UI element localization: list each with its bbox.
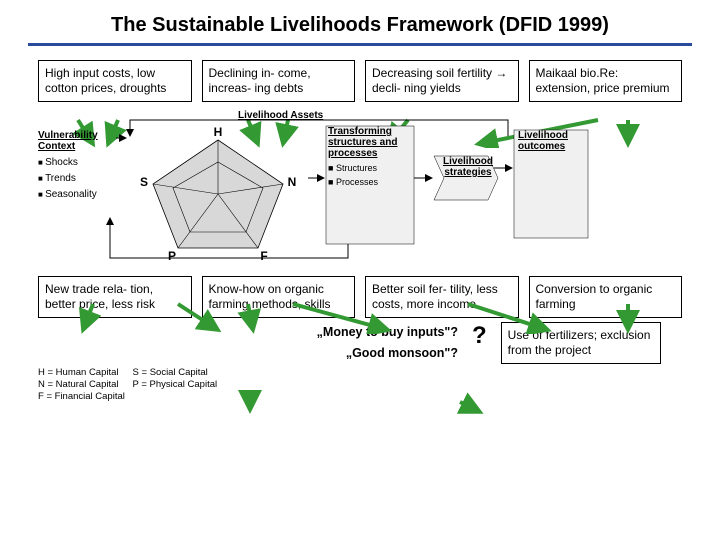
extra-box: Use of fertilizers; exclusion from the p… bbox=[501, 322, 661, 364]
top-box-4: Maikaal bio.Re: extension, price premium bbox=[529, 60, 683, 102]
question-text: „Money to buy inputs"? „Good monsoon"? bbox=[158, 322, 458, 365]
vulnerability-context: Vulnerability Context Shocks Trends Seas… bbox=[38, 130, 110, 205]
svg-text:S: S bbox=[140, 175, 148, 189]
vc-item-trends: Trends bbox=[38, 173, 110, 184]
livelihood-strategies-label: Livelihood strategies bbox=[436, 156, 500, 178]
bottom-box-2: Know-how on organic farming methods, ski… bbox=[202, 276, 356, 318]
asset-pentagon: H N F P S bbox=[128, 122, 308, 262]
question-row: „Money to buy inputs"? „Good monsoon"? ?… bbox=[0, 318, 720, 365]
svg-text:P: P bbox=[168, 249, 176, 262]
bottom-box-4: Conversion to organic farming bbox=[529, 276, 683, 318]
ts-heading: Transforming structures and processes bbox=[328, 126, 416, 159]
ts-item-processes: ■ Processes bbox=[328, 177, 416, 187]
legend-n: N = Natural Capital bbox=[38, 379, 119, 391]
transforming-structures: Transforming structures and processes ■ … bbox=[328, 126, 416, 187]
legend-p: P = Physical Capital bbox=[133, 379, 218, 391]
ts-item-structures: ■ Structures bbox=[328, 163, 416, 173]
legend: H = Human Capital S = Social Capital N = … bbox=[0, 365, 720, 404]
legend-h: H = Human Capital bbox=[38, 367, 119, 379]
title-underline bbox=[28, 43, 692, 46]
legend-s: S = Social Capital bbox=[133, 367, 208, 379]
bottom-box-3: Better soil fer- tility, less costs, mor… bbox=[365, 276, 519, 318]
top-box-3: Decreasing soil fertility → decli- ning … bbox=[365, 60, 519, 102]
framework-diagram: Vulnerability Context Shocks Trends Seas… bbox=[38, 108, 682, 268]
top-box-row: High input costs, low cotton prices, dro… bbox=[0, 60, 720, 102]
vc-item-seasonality: Seasonality bbox=[38, 189, 110, 200]
vc-heading: Vulnerability Context bbox=[38, 130, 110, 152]
bottom-box-row: New trade rela- tion, better price, less… bbox=[0, 276, 720, 318]
svg-text:H: H bbox=[214, 125, 223, 139]
livelihood-assets-label: Livelihood Assets bbox=[238, 110, 323, 121]
question-1: „Money to buy inputs"? bbox=[158, 322, 458, 343]
question-2: „Good monsoon"? bbox=[158, 343, 458, 364]
vc-item-shocks: Shocks bbox=[38, 157, 110, 168]
legend-f: F = Financial Capital bbox=[38, 391, 125, 403]
livelihood-outcomes: Livelihood outcomes bbox=[518, 130, 588, 152]
svg-text:F: F bbox=[260, 249, 267, 262]
svg-text:N: N bbox=[288, 175, 297, 189]
top-box-2: Declining in- come, increas- ing debts bbox=[202, 60, 356, 102]
lo-heading: Livelihood outcomes bbox=[518, 130, 588, 152]
top-box-1: High input costs, low cotton prices, dro… bbox=[38, 60, 192, 102]
question-mark-icon: ? bbox=[468, 322, 491, 350]
page-title: The Sustainable Livelihoods Framework (D… bbox=[0, 0, 720, 43]
bottom-box-1: New trade rela- tion, better price, less… bbox=[38, 276, 192, 318]
